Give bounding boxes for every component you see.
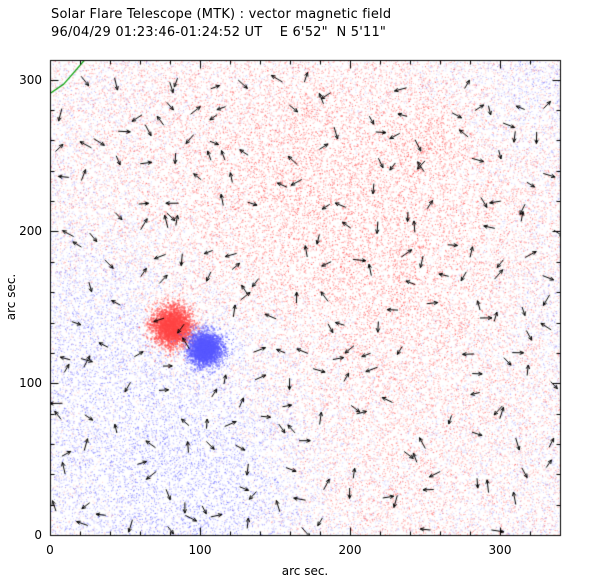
figure-subtitle: 96/04/29 01:23:46-01:24:52 UT E 6'52" N … [51, 25, 387, 40]
y-tick-label: 300 [19, 72, 42, 87]
y-tick-label: 200 [19, 224, 42, 239]
y-tick-label: 0 [34, 528, 42, 542]
x-tick-label: 100 [188, 543, 212, 557]
x-tick-label: 200 [338, 543, 362, 557]
y-tick-label: 100 [19, 376, 42, 391]
y-axis-label: arc sec. [4, 273, 18, 321]
x-tick-label: 0 [46, 543, 54, 557]
x-tick-label: 300 [488, 543, 512, 557]
x-axis-label: arc sec. [281, 564, 329, 578]
figure-title: Solar Flare Telescope (MTK) : vector mag… [51, 7, 392, 22]
